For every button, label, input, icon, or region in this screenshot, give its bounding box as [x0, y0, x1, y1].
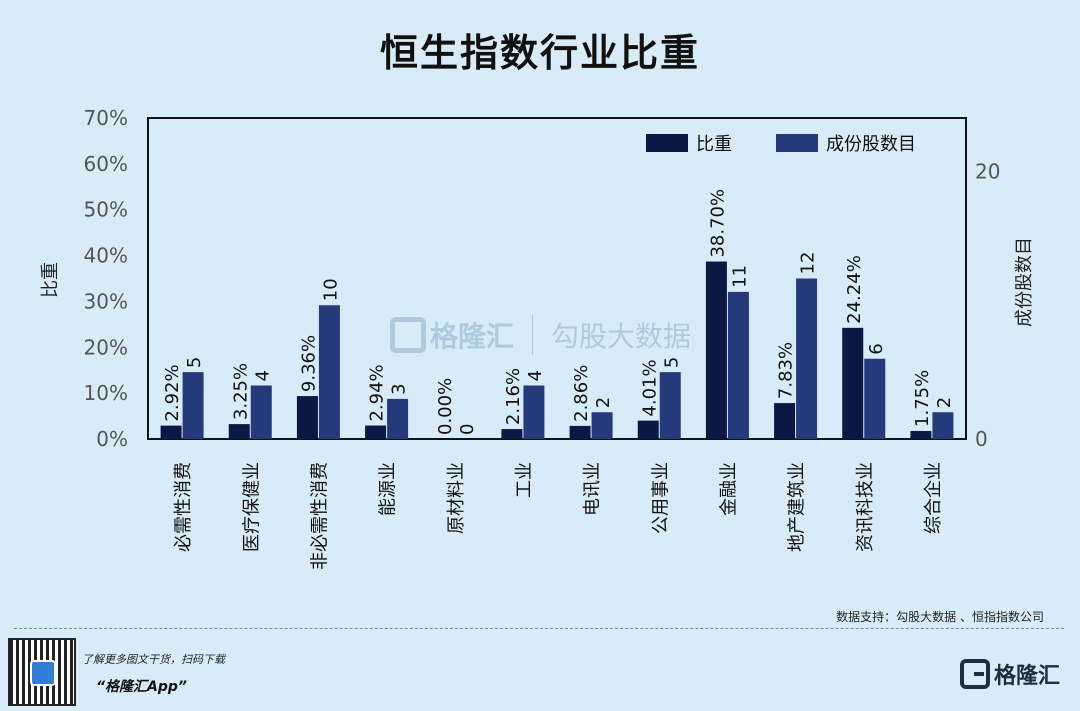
y-tick-label: 70% — [84, 106, 128, 130]
data-label-weight: 2.16% — [503, 368, 524, 425]
logo-text: 格隆汇 — [993, 664, 1060, 689]
watermark-logo-icon — [390, 317, 426, 353]
x-category-label: 原材料业 — [446, 462, 467, 534]
x-category-label: 工业 — [514, 462, 535, 498]
bar-weight — [774, 403, 796, 439]
data-label-weight: 2.94% — [367, 364, 388, 421]
promo-line-1: 了解更多图文干货，扫码下载 — [82, 653, 225, 666]
data-label-weight: 7.83% — [776, 342, 797, 399]
data-label-count: 2 — [593, 397, 614, 408]
legend-label-weight: 比重 — [696, 134, 732, 155]
watermark-site: 勾股大数据 — [551, 320, 692, 353]
footer-divider — [14, 628, 1064, 629]
bar-count — [250, 385, 272, 439]
bar-weight — [296, 396, 318, 439]
promo-line-2: “格隆汇App” — [96, 679, 187, 695]
data-label-count: 12 — [798, 252, 819, 275]
bar-weight — [637, 420, 659, 439]
data-label-count: 6 — [866, 343, 887, 354]
x-category-label: 电讯业 — [582, 462, 603, 516]
qr-code-icon[interactable] — [8, 638, 76, 706]
y-tick-label: 10% — [84, 381, 128, 405]
bar-weight — [501, 429, 523, 439]
data-label-weight: 24.24% — [844, 255, 865, 324]
bar-count — [318, 305, 340, 439]
data-label-count: 2 — [934, 397, 955, 408]
plot-frame — [147, 117, 967, 440]
y-tick-label: 20% — [84, 335, 128, 359]
bar-count — [796, 278, 818, 439]
bar-count — [727, 291, 749, 439]
data-label-count: 0 — [457, 424, 478, 435]
bar-weight — [705, 261, 727, 439]
data-label-count: 4 — [252, 370, 273, 381]
x-category-label: 公用事业 — [650, 462, 671, 534]
y-tick-label: 60% — [84, 152, 128, 176]
bar-weight — [365, 425, 387, 439]
data-label-count: 11 — [729, 265, 750, 288]
data-label-weight: 38.70% — [707, 189, 728, 258]
y2-tick-label: 20 — [975, 160, 1000, 184]
watermark-brand: 格隆汇 — [430, 320, 515, 353]
bar-count — [523, 385, 545, 439]
bar-count — [659, 372, 681, 439]
bar-weight — [910, 430, 932, 439]
x-category-label: 地产建筑业 — [787, 462, 808, 552]
brand-logo: 格隆汇 — [959, 656, 1060, 692]
data-label-weight: 2.92% — [162, 364, 183, 421]
legend-label-count: 成份股数目 — [826, 134, 916, 155]
legend-swatch-count — [776, 134, 818, 152]
legend-swatch-weight — [646, 134, 688, 152]
y-tick-label: 0% — [96, 427, 128, 451]
bar-count — [182, 372, 204, 439]
x-category-label: 综合企业 — [923, 462, 944, 534]
watermark: 格隆汇 勾股大数据 — [390, 315, 691, 355]
data-label-count: 4 — [525, 370, 546, 381]
data-label-count: 5 — [661, 357, 682, 368]
x-category-label: 能源业 — [378, 462, 399, 516]
data-label-count: 3 — [389, 383, 410, 394]
bar-weight — [160, 425, 182, 439]
y-axis-title: 比重 — [40, 262, 61, 298]
y2-axis-title: 成份股数目 — [1014, 237, 1035, 327]
bar-weight — [842, 327, 864, 439]
bar-weight — [228, 424, 250, 439]
data-label-count: 10 — [320, 278, 341, 301]
data-label-weight: 1.75% — [912, 370, 933, 427]
data-label-weight: 4.01% — [639, 359, 660, 416]
x-category-label: 医疗保健业 — [241, 462, 262, 552]
logo-icon — [959, 659, 990, 689]
x-category-label: 必需性消费 — [173, 462, 194, 552]
data-label-weight: 3.25% — [230, 363, 251, 420]
y-tick-label: 30% — [84, 289, 128, 313]
bar-count — [591, 412, 613, 439]
x-category-label: 金融业 — [718, 462, 739, 516]
bar-count — [932, 412, 954, 439]
y-tick-label: 40% — [84, 244, 128, 268]
data-source: 数据支持：勾股大数据 、恒指指数公司 — [836, 610, 1044, 624]
bar-count — [864, 358, 886, 439]
bar-weight — [569, 425, 591, 439]
watermark-divider — [532, 315, 534, 355]
y2-tick-label: 0 — [975, 427, 988, 451]
data-label-weight: 2.86% — [571, 365, 592, 422]
x-category-label: 非必需性消费 — [309, 462, 330, 570]
page-title: 恒生指数行业比重 — [379, 31, 700, 75]
bar-count — [387, 398, 409, 439]
y-tick-label: 50% — [84, 198, 128, 222]
data-label-count: 5 — [184, 357, 205, 368]
x-category-label: 资讯科技业 — [855, 462, 876, 552]
data-label-weight: 0.00% — [435, 378, 456, 435]
data-label-weight: 9.36% — [298, 335, 319, 392]
